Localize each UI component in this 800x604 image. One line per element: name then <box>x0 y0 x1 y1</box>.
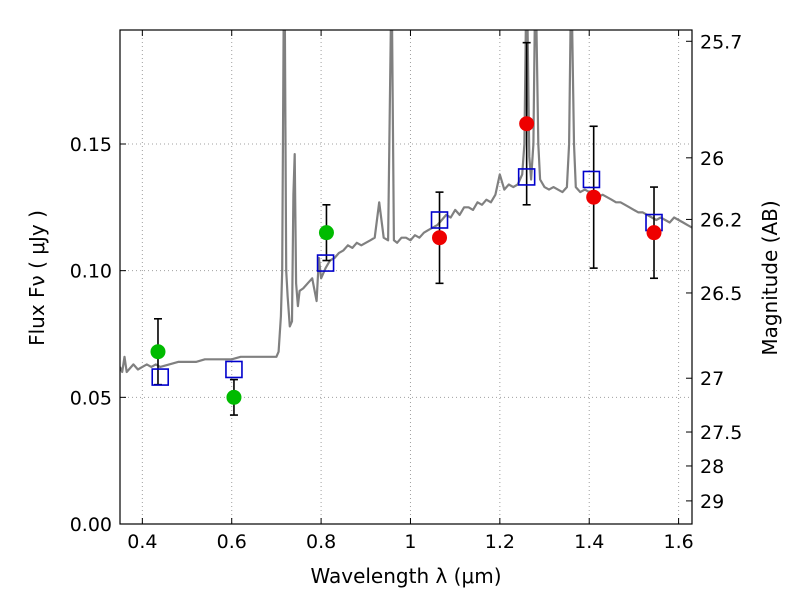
x-axis-label: Wavelength λ (μm) <box>310 564 501 588</box>
observed-point <box>150 344 166 360</box>
observed-point <box>432 230 448 246</box>
y-tick-label: 0.10 <box>70 261 112 283</box>
plot-frame <box>119 29 693 525</box>
y-axis-label: Flux Fν ( μJy ) <box>25 210 49 346</box>
magnitude-tick-label: 25.7 <box>700 31 742 53</box>
y-tick-label: 0.15 <box>70 134 112 156</box>
observed-point <box>318 225 334 241</box>
axis-ticks: 0.4 0.6 0.8 1 1.2 1.4 1.6 0.00 0.05 0.10 0.15 25.7 2… <box>70 30 742 553</box>
magnitude-tick-label: 26.5 <box>700 283 742 305</box>
model-point <box>316 254 335 272</box>
x-tick-label: 1.6 <box>663 531 693 553</box>
observed-point <box>226 389 242 405</box>
grid-lines <box>120 30 692 524</box>
x-tick-label: 0.8 <box>306 531 336 553</box>
y-tick-label: 0.00 <box>70 514 112 536</box>
observed-markers <box>150 116 662 405</box>
x-tick-label: 1.4 <box>574 531 604 553</box>
model-point <box>517 168 536 186</box>
magnitude-tick-label: 28 <box>700 456 724 478</box>
spectrum-series <box>120 30 692 374</box>
observed-point <box>586 189 602 205</box>
x-tick-label: 0.6 <box>217 531 247 553</box>
magnitude-tick-label: 27.5 <box>700 422 742 444</box>
spectrum-line <box>120 30 692 374</box>
model-point <box>430 211 449 229</box>
model-point <box>225 360 243 379</box>
model-point <box>151 368 170 386</box>
magnitude-tick-label: 29 <box>700 491 724 513</box>
observed-point <box>519 116 535 132</box>
model-point <box>582 170 601 189</box>
magnitude-tick-label: 26 <box>700 148 724 170</box>
x-tick-label: 1.2 <box>485 531 515 553</box>
model-markers <box>151 168 663 386</box>
right-axis-label: Magnitude (AB) <box>758 200 782 355</box>
magnitude-tick-label: 26.2 <box>700 209 742 231</box>
magnitude-tick-label: 27 <box>700 368 724 390</box>
x-tick-label: 0.4 <box>127 531 157 553</box>
y-tick-label: 0.05 <box>70 387 112 409</box>
x-tick-label: 1 <box>404 531 416 553</box>
observed-point <box>646 225 662 241</box>
